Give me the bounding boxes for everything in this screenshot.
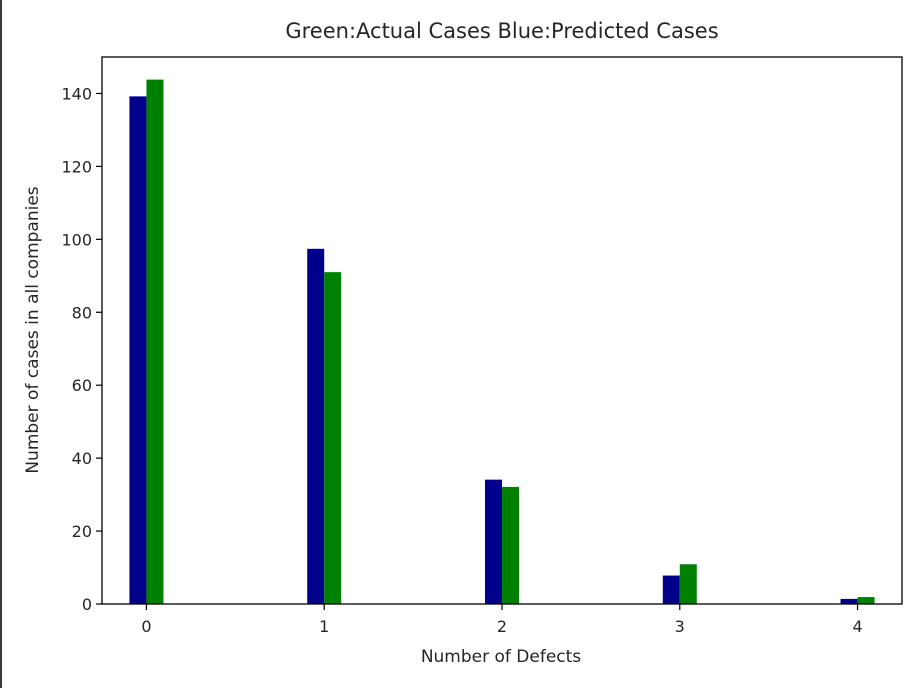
bars-group [129, 79, 875, 605]
x-tick-label: 0 [141, 617, 151, 636]
x-tick-label: 3 [675, 617, 685, 636]
x-ticks-group: 0 1 2 3 4 [141, 604, 863, 636]
chart-title: Green:Actual Cases Blue:Predicted Cases [285, 19, 718, 43]
y-tick-label: 0 [82, 595, 92, 614]
x-tick-label: 2 [497, 617, 507, 636]
bar-series0-3 [662, 575, 680, 604]
y-axis-label: Number of cases in all companies [23, 186, 43, 473]
bar-series1-3 [679, 564, 697, 604]
y-tick-label: 60 [72, 376, 92, 395]
bar-series0-4 [840, 598, 858, 604]
y-tick-label: 140 [61, 84, 92, 103]
y-tick-label: 20 [72, 522, 92, 541]
bar-series0-1 [307, 248, 325, 604]
bar-series1-4 [857, 597, 875, 604]
bar-series1-0 [146, 79, 164, 605]
bar-series0-2 [485, 479, 502, 604]
y-tick-label: 40 [72, 449, 92, 468]
y-tick-label: 100 [61, 230, 92, 249]
y-tick-label: 120 [61, 157, 92, 176]
x-axis-label: Number of Defects [421, 647, 581, 667]
y-tick-label: 80 [72, 303, 92, 322]
plot-area-frame [101, 56, 903, 605]
y-ticks-group: 0 20 40 60 80 100 120 140 [61, 84, 102, 614]
x-tick-label: 1 [319, 617, 329, 636]
bar-series1-1 [324, 272, 342, 604]
bar-series1-2 [502, 486, 519, 604]
x-tick-label: 4 [852, 617, 862, 636]
bar-series0-0 [129, 96, 147, 604]
